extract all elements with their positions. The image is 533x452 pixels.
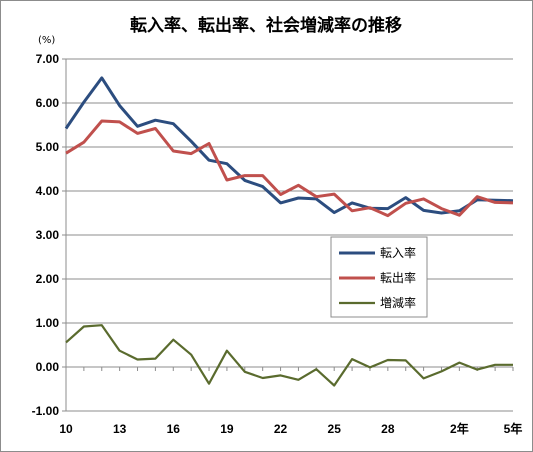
series-line-2 xyxy=(65,119,514,218)
series-line-3 xyxy=(65,324,513,387)
x-tick-label: 5年 xyxy=(504,421,523,436)
x-tick-label: 28 xyxy=(381,422,395,436)
axes xyxy=(65,59,514,411)
x-tick-label: 13 xyxy=(113,422,127,436)
gridlines xyxy=(62,58,513,412)
chart-title: 転入率、転出率、社会増減率の推移 xyxy=(130,15,402,36)
y-tick-labels: 7.00 6.00 5.00 4.00 3.00 2.00 1.00 0.00 -1.00 xyxy=(32,52,60,418)
y-tick-label: 2.00 xyxy=(36,272,60,286)
series-line-1 xyxy=(64,76,514,215)
x-tick-label: 19 xyxy=(220,422,234,436)
y-tick-label: 4.00 xyxy=(36,184,60,198)
y-tick-label: 7.00 xyxy=(36,52,60,66)
y-tick-label: 1.00 xyxy=(36,316,60,330)
x-tick-label: 16 xyxy=(167,422,181,436)
x-tick-labels: 10 13 16 19 22 25 28 2年 5年 xyxy=(59,421,522,436)
y-tick-label: 5.00 xyxy=(36,140,60,154)
series-lines xyxy=(64,76,514,387)
y-tick-label: 0.00 xyxy=(36,360,60,374)
legend-label: 増減率 xyxy=(380,295,416,310)
y-tick-label: 6.00 xyxy=(36,96,60,110)
legend-label: 転出率 xyxy=(380,270,416,285)
x-tick-label: 2年 xyxy=(450,421,469,436)
y-tick-label: -1.00 xyxy=(32,404,60,418)
y-tick-label: 3.00 xyxy=(36,228,60,242)
x-tick-label: 25 xyxy=(328,422,342,436)
x-tick-label: 10 xyxy=(59,422,73,436)
y-unit-label: (%) xyxy=(38,35,55,46)
legend-label: 転入率 xyxy=(380,245,416,260)
x-tick-label: 22 xyxy=(274,422,288,436)
